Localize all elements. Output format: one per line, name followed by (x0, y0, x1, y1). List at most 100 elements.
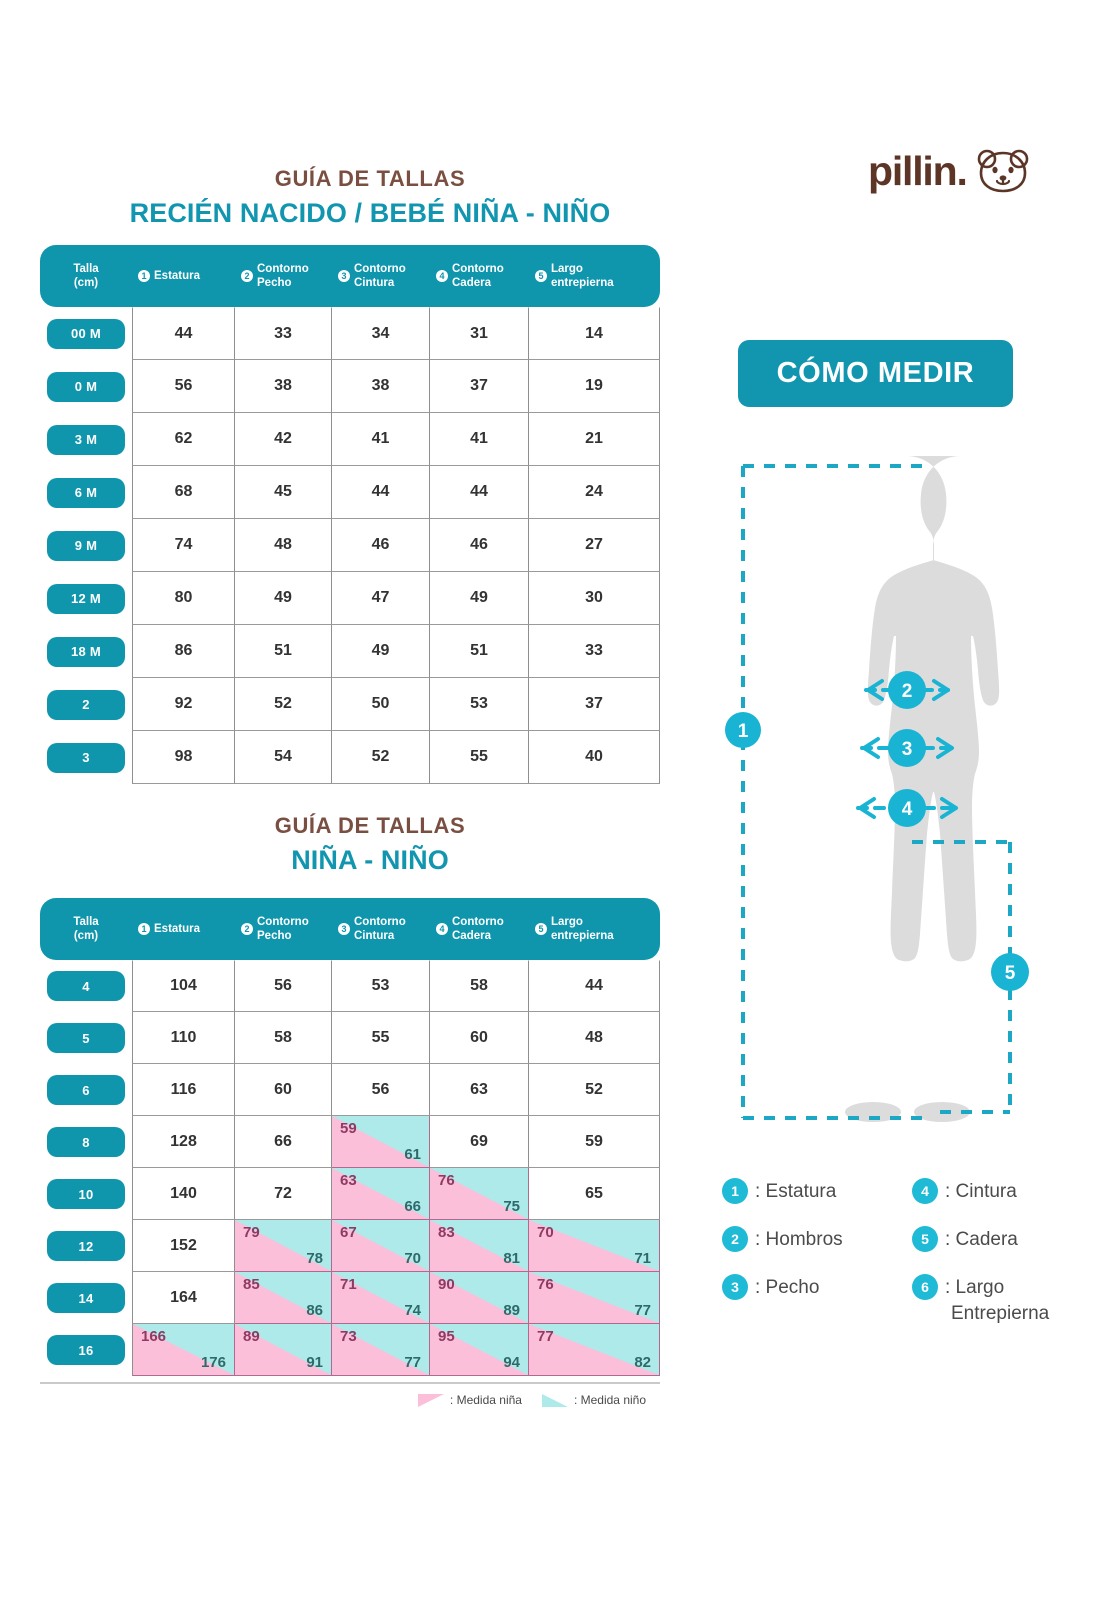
value-nino: 89 (503, 1302, 520, 1319)
split-diagonal (235, 1324, 331, 1375)
body-diagram-svg: 1 2 3 4 5 (725, 456, 1029, 1122)
measure-color-legend: : Medida niña: Medida niño (40, 1393, 660, 1407)
value: 55 (371, 1028, 390, 1046)
cell-cadera: 46 (430, 519, 529, 572)
como-medir-button[interactable]: CÓMO MEDIR (738, 340, 1013, 407)
value: 50 (371, 695, 390, 712)
cell-cintura: 53 (332, 960, 430, 1012)
figure-badge-4: 4 (888, 789, 926, 827)
table-row: 3 98 54 52 55 40 (40, 731, 660, 784)
table1-col-cintura: 3 Contorno Cintura (332, 262, 430, 291)
value: 44 (174, 324, 193, 342)
split-diagonal (529, 1272, 659, 1323)
cell-entrepierna: 14 (529, 307, 660, 360)
cell-estatura: 44 (132, 307, 235, 360)
body-silhouette (845, 456, 1000, 1122)
size-pill-cell: 0 M (40, 360, 132, 413)
table1-col-estatura: 1 Estatura (132, 269, 235, 283)
cell-entrepierna: 30 (529, 572, 660, 625)
table2-subtitle: GUÍA DE TALLAS (274, 813, 466, 838)
size-pill-cell: 8 (40, 1116, 132, 1168)
value-nino: 94 (503, 1354, 520, 1371)
value: 44 (470, 483, 488, 500)
size-pill: 4 (47, 971, 125, 1001)
badge-4-icon: 4 (436, 270, 448, 282)
badge-3-icon: 3 (338, 923, 350, 935)
value: 38 (274, 377, 292, 394)
cell-entrepierna: 33 (529, 625, 660, 678)
size-pill: 0 M (47, 371, 125, 402)
split-diagonal (430, 1220, 528, 1271)
value: 66 (274, 1132, 292, 1150)
table2-header-row: Talla (cm) 1 Estatura 2 Contorno Pecho (40, 898, 660, 960)
size-pill: 10 (47, 1179, 125, 1209)
size-pill-cell: 12 M (40, 572, 132, 625)
value: 14 (585, 324, 603, 342)
value: 116 (170, 1080, 197, 1098)
measure-key-item: 1: Estatura (722, 1178, 912, 1204)
value: 68 (174, 483, 193, 500)
value-nino: 82 (634, 1354, 651, 1371)
measure-badge-3-icon: 3 (722, 1274, 748, 1300)
value-nino: 61 (404, 1146, 421, 1163)
table-row: 12 152 79 78 67 70 83 81 70 71 (40, 1220, 660, 1272)
cell-estatura: 140 (132, 1168, 235, 1220)
cell-cadera: 51 (430, 625, 529, 678)
table-row: 18 M 86 51 49 51 33 (40, 625, 660, 678)
size-pill-cell: 5 (40, 1012, 132, 1064)
size-pill: 6 M (47, 477, 125, 508)
swatch-nina-icon (417, 1393, 444, 1407)
table-row: 8 128 66 59 61 69 59 (40, 1116, 660, 1168)
size-pill-cell: 6 (40, 1064, 132, 1116)
cell-pecho: 56 (235, 960, 332, 1012)
cell-cintura: 41 (332, 413, 430, 466)
figure-badge-3: 3 (888, 729, 926, 767)
value-nino: 176 (200, 1354, 226, 1371)
cell-entrepierna: 52 (529, 1064, 660, 1116)
cell-pecho: 49 (235, 572, 332, 625)
cell-pecho: 48 (235, 519, 332, 572)
cell-cintura: 71 74 (332, 1272, 430, 1324)
measure-key-item: 5: Cadera (912, 1226, 1102, 1252)
cell-estatura: 80 (132, 572, 235, 625)
measure-key-item: 2: Hombros (722, 1226, 912, 1252)
measure-badge-1-icon: 1 (722, 1178, 748, 1204)
table-row: 00 M 44 33 34 31 14 (40, 307, 660, 360)
figure-badge-4-label: 4 (902, 799, 913, 820)
cell-cintura: 63 66 (332, 1168, 430, 1220)
cell-estatura: 56 (132, 360, 235, 413)
value: 56 (274, 977, 292, 994)
cell-pecho: 33 (235, 307, 332, 360)
value: 46 (371, 536, 390, 553)
cell-estatura: 164 (132, 1272, 235, 1324)
figure-badge-5: 5 (991, 953, 1029, 991)
value: 56 (371, 1080, 390, 1098)
value: 41 (470, 430, 488, 447)
cell-cadera: 63 (430, 1064, 529, 1116)
cell-cintura: 47 (332, 572, 430, 625)
badge-1-icon: 1 (138, 270, 150, 282)
cell-pecho: 45 (235, 466, 332, 519)
cell-cadera: 60 (430, 1012, 529, 1064)
value-nino: 66 (404, 1198, 421, 1215)
cell-cintura: 55 (332, 1012, 430, 1064)
value: 44 (585, 977, 603, 994)
value: 60 (470, 1028, 488, 1046)
cell-cintura: 59 61 (332, 1116, 430, 1168)
table1-title: RECIÉN NACIDO / BEBÉ NIÑA - NIÑO (129, 198, 611, 228)
cell-entrepierna: 27 (529, 519, 660, 572)
value: 24 (585, 483, 603, 500)
table2: Talla (cm) 1 Estatura 2 Contorno Pecho (40, 898, 660, 1407)
value-nina: 79 (243, 1224, 260, 1241)
cell-pecho: 42 (235, 413, 332, 466)
como-medir-label: CÓMO MEDIR (776, 357, 975, 389)
value: 164 (170, 1288, 197, 1306)
table-row: 5 110 58 55 60 48 (40, 1012, 660, 1064)
split-diagonal (332, 1116, 429, 1167)
table-row: 6 116 60 56 63 52 (40, 1064, 660, 1116)
table-row: 10 140 72 63 66 76 75 65 (40, 1168, 660, 1220)
table2-col-talla: Talla (cm) (73, 915, 99, 942)
size-pill: 9 M (47, 530, 125, 561)
value: 33 (274, 324, 292, 342)
value: 38 (371, 377, 390, 394)
